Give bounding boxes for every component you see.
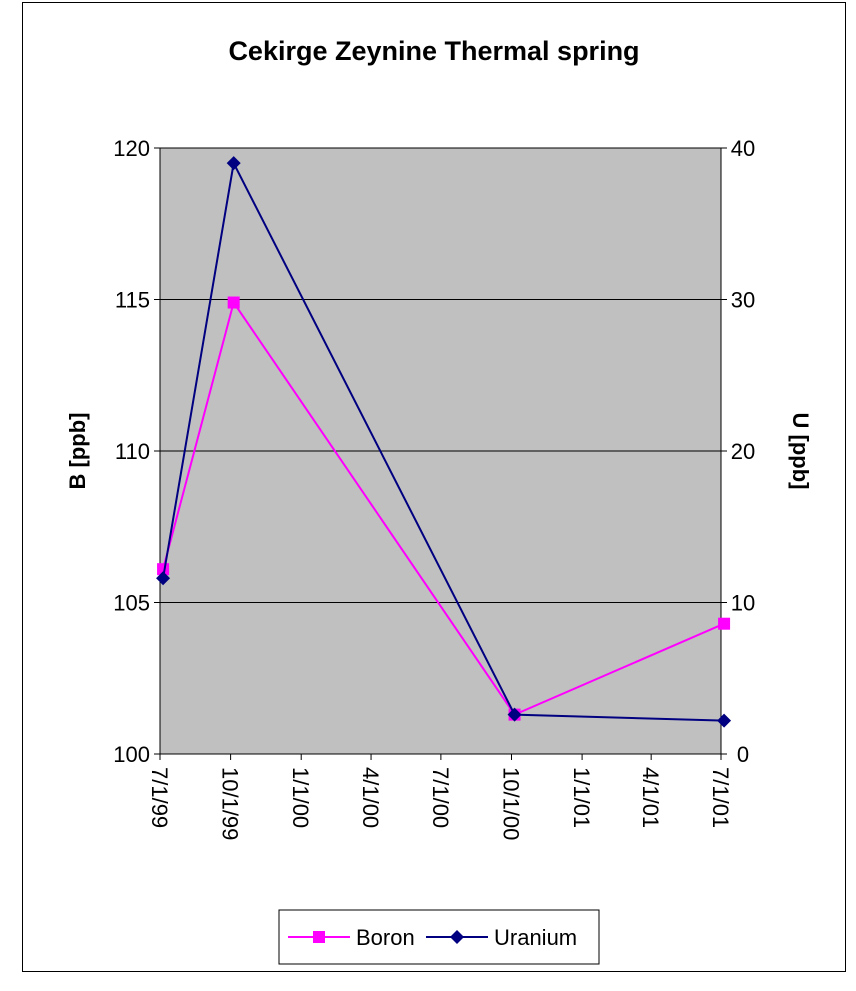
series-line-uranium (162, 160, 725, 722)
x-tick-label: 1/1/00 (288, 767, 313, 828)
left-y-tick-label: 110 (115, 439, 150, 464)
right-y-tick-label: 20 (731, 439, 755, 464)
x-tick-label: 10/1/99 (218, 767, 243, 840)
grid-lines (160, 147, 721, 603)
right-y-tick-label: 40 (731, 136, 755, 161)
x-tick-label: 7/1/00 (428, 767, 453, 828)
legend-label-uranium: Uranium (494, 925, 577, 950)
x-tick-label: 10/1/00 (498, 767, 523, 840)
legend-item-boron: Boron (288, 925, 415, 950)
right-y-tick-label: 10 (731, 591, 755, 616)
series-line-boron (162, 300, 725, 716)
right-y-tick-label: 0 (737, 742, 749, 767)
data-point-uranium (717, 713, 732, 728)
legend: Boron Uranium (278, 909, 600, 965)
data-point-uranium (156, 571, 171, 586)
left-y-tick-label: 100 (113, 742, 150, 767)
x-tick-label: 4/1/01 (638, 767, 663, 828)
left-y-tick-label: 105 (113, 591, 150, 616)
legend-marker-boron (313, 931, 325, 943)
data-point-uranium (507, 707, 522, 722)
x-tick-label: 7/1/01 (708, 767, 733, 828)
legend-marker-uranium (450, 930, 464, 944)
right-y-axis-title: U [ppb] (788, 413, 813, 490)
left-y-axis-title: B [ppb] (65, 413, 90, 490)
legend-item-uranium: Uranium (426, 925, 577, 950)
data-point-uranium (226, 156, 241, 171)
legend-label-boron: Boron (356, 925, 415, 950)
series-uranium (156, 156, 732, 728)
chart-title: Cekirge Zeynine Thermal spring (228, 36, 639, 66)
left-y-axis-ticks: 100 105 110 115 120 (113, 136, 160, 767)
left-y-tick-label: 115 (115, 288, 150, 313)
x-tick-label: 4/1/00 (358, 767, 383, 828)
right-y-axis-ticks: 0 10 20 30 40 (721, 136, 755, 767)
data-point-boron (227, 296, 240, 309)
data-point-boron (718, 617, 731, 630)
x-tick-label: 7/1/99 (147, 767, 172, 828)
x-axis-ticks: 7/1/99 10/1/99 1/1/00 4/1/00 7/1/00 10/1/00 1/… (147, 754, 733, 840)
x-tick-label: 1/1/01 (569, 767, 594, 828)
right-y-tick-label: 30 (731, 288, 755, 313)
series-layer (156, 156, 732, 728)
left-y-tick-label: 120 (113, 136, 150, 161)
